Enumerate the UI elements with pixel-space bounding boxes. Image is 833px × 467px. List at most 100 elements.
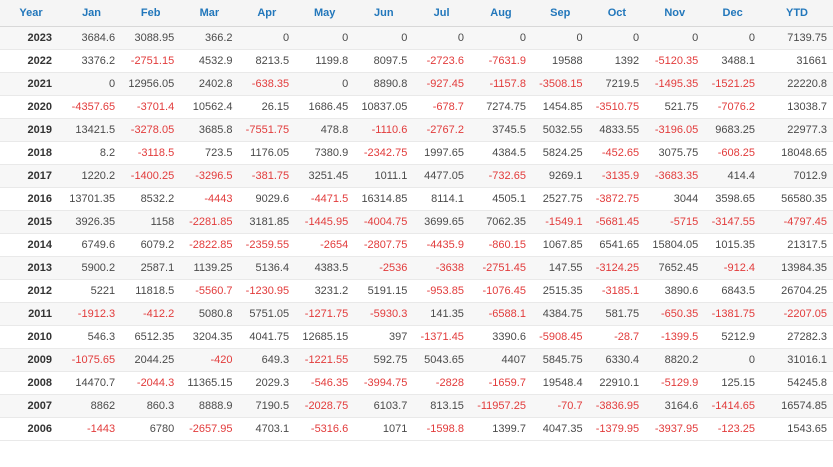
- month-cell-2009-jul: 5043.65: [413, 348, 470, 372]
- month-cell-2012-sep: 2515.35: [531, 279, 589, 303]
- month-cell-2007-jan: 8862: [62, 394, 122, 418]
- month-cell-2006-feb: 6780: [121, 417, 181, 441]
- month-cell-2008-sep: 19548.4: [531, 371, 589, 395]
- table-row-2023: 2023 3684.6 3088.95 366.2 0 0 0 0 0 0 0 0 0 7139.75: [0, 26, 833, 50]
- column-header-may[interactable]: May: [295, 0, 355, 27]
- month-cell-2012-may: 3231.2: [295, 279, 355, 303]
- table-row-2017: 2017 1220.2 -1400.25 -3296.5 -381.75 3251.45 1…: [0, 164, 833, 188]
- ytd-cell-2008: 54245.8: [761, 371, 833, 395]
- month-cell-2023-sep: 0: [531, 26, 589, 50]
- table-row-2015: 2015 3926.35 1158 -2281.85 3181.85 -1445.95 -4…: [0, 210, 833, 234]
- month-cell-2022-jun: 8097.5: [354, 49, 414, 73]
- month-cell-2014-feb: 6079.2: [121, 233, 181, 257]
- ytd-cell-2007: 16574.85: [761, 394, 833, 418]
- month-cell-2022-mar: 4532.9: [180, 49, 239, 73]
- column-header-sep[interactable]: Sep: [531, 0, 589, 27]
- table-row-2020: 2020 -4357.65 -3701.4 10562.4 26.15 1686.45 10…: [0, 95, 833, 119]
- month-cell-2009-sep: 5845.75: [531, 348, 589, 372]
- month-cell-2011-dec: -1381.75: [704, 302, 761, 326]
- column-header-jul[interactable]: Jul: [413, 0, 470, 27]
- month-cell-2018-jul: 1997.65: [413, 141, 470, 165]
- month-cell-2017-jun: 1011.1: [354, 164, 414, 188]
- month-cell-2018-apr: 1176.05: [238, 141, 296, 165]
- month-cell-2007-apr: 7190.5: [238, 394, 296, 418]
- month-cell-2019-jan: 13421.5: [62, 118, 122, 142]
- month-cell-2014-aug: -860.15: [469, 233, 532, 257]
- table-row-2007: 2007 8862 860.3 8888.9 7190.5 -2028.75 6103.7 8…: [0, 394, 833, 418]
- month-cell-2018-feb: -3118.5: [121, 141, 181, 165]
- month-cell-2011-jul: 141.35: [413, 302, 470, 326]
- month-cell-2009-mar: -420: [180, 348, 239, 372]
- year-cell-2021: 2021: [0, 72, 62, 96]
- ytd-cell-2021: 22220.8: [761, 72, 833, 96]
- month-cell-2013-jul: -3638: [413, 256, 470, 280]
- column-header-oct[interactable]: Oct: [588, 0, 646, 27]
- ytd-cell-2011: -2207.05: [761, 302, 833, 326]
- year-cell-2013: 2013: [0, 256, 62, 280]
- month-cell-2020-apr: 26.15: [238, 95, 296, 119]
- month-cell-2013-apr: 5136.4: [238, 256, 296, 280]
- column-header-dec[interactable]: Dec: [704, 0, 761, 27]
- month-cell-2016-oct: -3872.75: [588, 187, 646, 211]
- month-cell-2020-mar: 10562.4: [180, 95, 239, 119]
- month-cell-2009-nov: 8820.2: [645, 348, 705, 372]
- column-header-feb[interactable]: Feb: [121, 0, 181, 27]
- ytd-cell-2006: 1543.65: [761, 417, 833, 441]
- ytd-cell-2022: 31661: [761, 49, 833, 73]
- table-row-2016: 2016 13701.35 8532.2 -4443 9029.6 -4471.5 1631…: [0, 187, 833, 211]
- year-cell-2010: 2010: [0, 325, 62, 349]
- month-cell-2017-oct: -3135.9: [588, 164, 646, 188]
- column-header-aug[interactable]: Aug: [469, 0, 532, 27]
- column-header-apr[interactable]: Apr: [238, 0, 296, 27]
- month-cell-2019-feb: -3278.05: [121, 118, 181, 142]
- month-cell-2013-dec: -912.4: [704, 256, 761, 280]
- column-header-ytd[interactable]: YTD: [761, 0, 833, 27]
- month-cell-2006-oct: -1379.95: [588, 417, 646, 441]
- year-cell-2007: 2007: [0, 394, 62, 418]
- month-cell-2010-apr: 4041.75: [238, 325, 296, 349]
- month-cell-2019-mar: 3685.8: [180, 118, 239, 142]
- month-cell-2014-dec: 1015.35: [704, 233, 761, 257]
- month-cell-2010-may: 12685.15: [295, 325, 355, 349]
- month-cell-2018-sep: 5824.25: [531, 141, 589, 165]
- month-cell-2013-sep: 147.55: [531, 256, 589, 280]
- month-cell-2012-jun: 5191.15: [354, 279, 414, 303]
- month-cell-2009-aug: 4407: [469, 348, 532, 372]
- month-cell-2022-oct: 1392: [588, 49, 646, 73]
- month-cell-2019-jun: -1110.6: [354, 118, 414, 142]
- month-cell-2020-jan: -4357.65: [62, 95, 122, 119]
- month-cell-2023-jan: 3684.6: [62, 26, 122, 50]
- month-cell-2012-feb: 11818.5: [121, 279, 181, 303]
- month-cell-2014-nov: 15804.05: [645, 233, 705, 257]
- month-cell-2009-feb: 2044.25: [121, 348, 181, 372]
- month-cell-2013-aug: -2751.45: [469, 256, 532, 280]
- column-header-mar[interactable]: Mar: [180, 0, 239, 27]
- column-header-jun[interactable]: Jun: [354, 0, 414, 27]
- year-cell-2009: 2009: [0, 348, 62, 372]
- month-cell-2021-oct: 7219.5: [588, 72, 646, 96]
- month-cell-2017-mar: -3296.5: [180, 164, 239, 188]
- month-cell-2020-dec: -7076.2: [704, 95, 761, 119]
- month-cell-2011-feb: -412.2: [121, 302, 181, 326]
- month-cell-2008-jan: 14470.7: [62, 371, 122, 395]
- column-header-nov[interactable]: Nov: [645, 0, 705, 27]
- month-cell-2016-apr: 9029.6: [238, 187, 296, 211]
- month-cell-2015-jun: -4004.75: [354, 210, 414, 234]
- month-cell-2010-feb: 6512.35: [121, 325, 181, 349]
- year-cell-2014: 2014: [0, 233, 62, 257]
- month-cell-2023-apr: 0: [238, 26, 296, 50]
- month-cell-2006-apr: 4703.1: [238, 417, 296, 441]
- month-cell-2008-apr: 2029.3: [238, 371, 296, 395]
- column-header-year[interactable]: Year: [0, 0, 62, 27]
- month-cell-2010-nov: -1399.5: [645, 325, 705, 349]
- month-cell-2015-apr: 3181.85: [238, 210, 296, 234]
- month-cell-2018-nov: 3075.75: [645, 141, 705, 165]
- month-cell-2015-oct: -5681.45: [588, 210, 646, 234]
- month-cell-2019-apr: -7551.75: [238, 118, 296, 142]
- month-cell-2008-dec: 125.15: [704, 371, 761, 395]
- month-cell-2016-nov: 3044: [645, 187, 705, 211]
- month-cell-2016-mar: -4443: [180, 187, 239, 211]
- month-cell-2022-apr: 8213.5: [238, 49, 296, 73]
- month-cell-2018-dec: -608.25: [704, 141, 761, 165]
- column-header-jan[interactable]: Jan: [62, 0, 122, 27]
